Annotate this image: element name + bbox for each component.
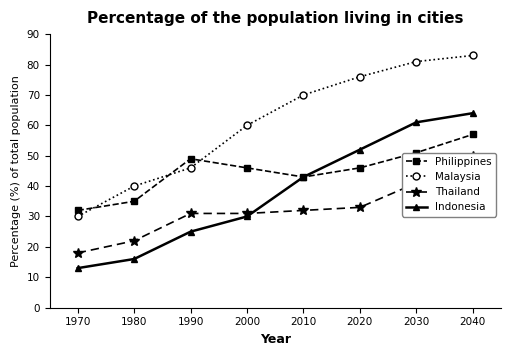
Thailand <box>244 211 250 216</box>
Thailand <box>75 251 81 255</box>
Thailand <box>301 208 307 212</box>
Philippines <box>301 175 307 179</box>
Philippines <box>357 166 363 170</box>
Philippines <box>470 132 476 137</box>
X-axis label: Year: Year <box>260 333 291 346</box>
Line: Thailand: Thailand <box>73 151 478 258</box>
Thailand <box>413 181 419 185</box>
Thailand <box>470 154 476 158</box>
Malaysia <box>244 123 250 127</box>
Indonesia <box>301 175 307 179</box>
Line: Malaysia: Malaysia <box>74 52 476 220</box>
Y-axis label: Percentage (%) of total population: Percentage (%) of total population <box>11 75 21 267</box>
Malaysia <box>301 93 307 97</box>
Line: Indonesia: Indonesia <box>74 110 476 272</box>
Indonesia <box>75 266 81 270</box>
Indonesia <box>187 230 194 234</box>
Malaysia <box>75 214 81 218</box>
Thailand <box>357 205 363 210</box>
Indonesia <box>413 120 419 125</box>
Philippines <box>187 157 194 161</box>
Malaysia <box>413 59 419 64</box>
Line: Philippines: Philippines <box>74 131 476 214</box>
Malaysia <box>357 75 363 79</box>
Philippines <box>244 166 250 170</box>
Thailand <box>187 211 194 216</box>
Indonesia <box>131 257 137 261</box>
Philippines <box>413 151 419 155</box>
Thailand <box>131 238 137 243</box>
Malaysia <box>470 53 476 57</box>
Indonesia <box>244 214 250 218</box>
Indonesia <box>357 147 363 152</box>
Philippines <box>131 199 137 203</box>
Malaysia <box>187 166 194 170</box>
Philippines <box>75 208 81 212</box>
Title: Percentage of the population living in cities: Percentage of the population living in c… <box>87 11 463 26</box>
Legend: Philippines, Malaysia, Thailand, Indonesia: Philippines, Malaysia, Thailand, Indones… <box>401 152 496 217</box>
Malaysia <box>131 184 137 188</box>
Indonesia <box>470 111 476 115</box>
